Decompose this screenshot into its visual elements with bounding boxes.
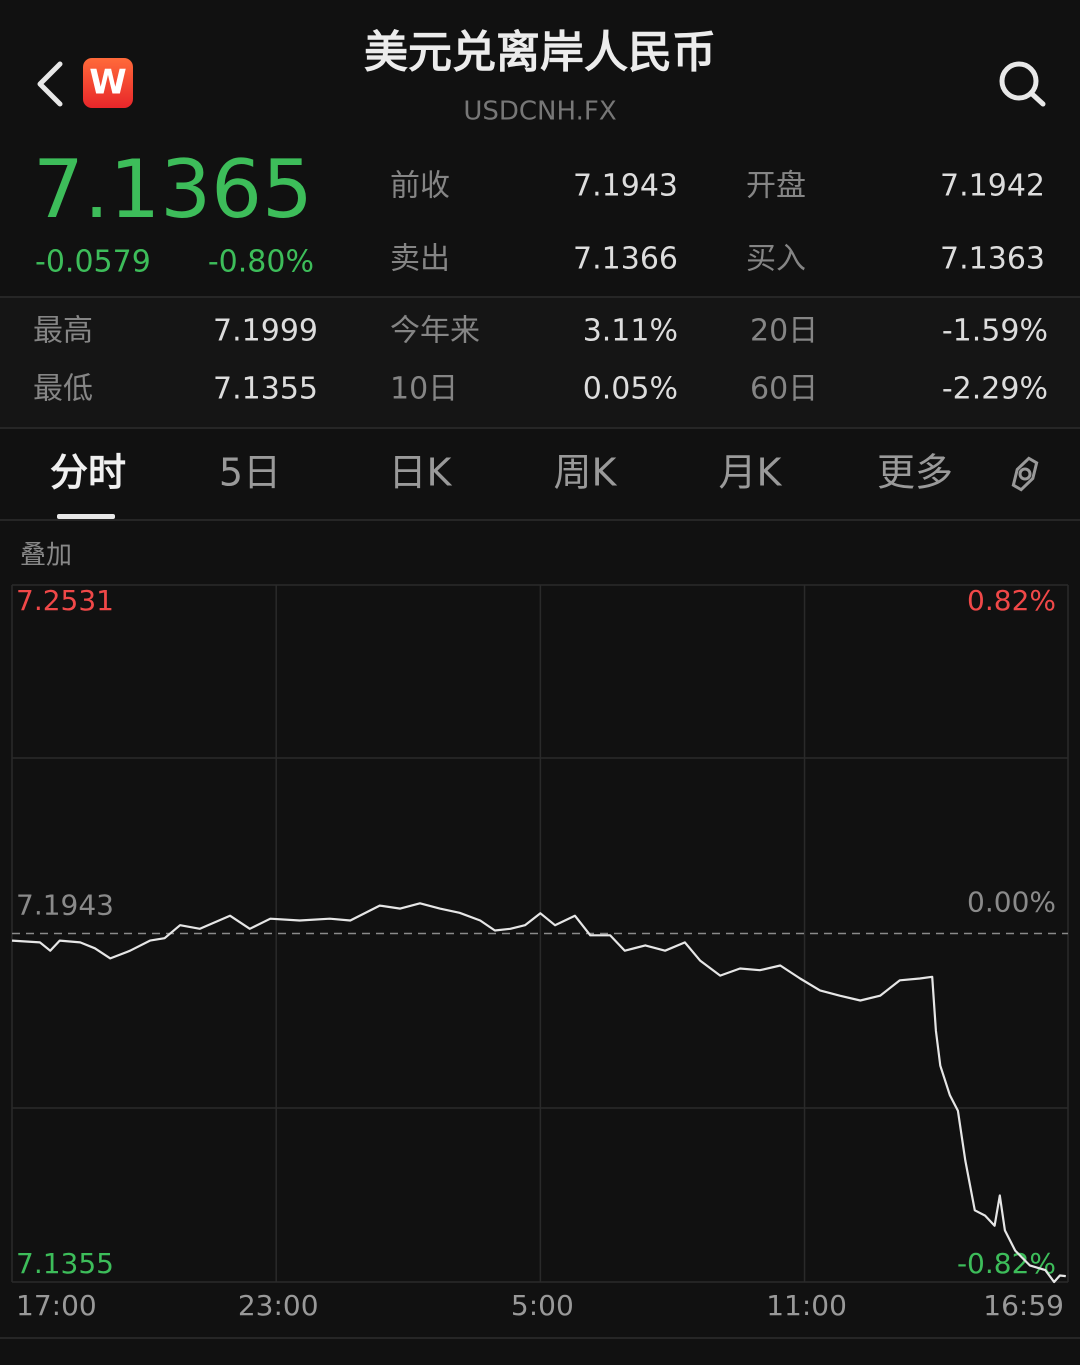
back-button[interactable] [37, 61, 63, 107]
intraday-chart: 17:00 23:00 5:00 11:00 16:59 -0.82% 0.00% 0.82%… [11, 584, 1069, 1322]
y2-tick-label: 0.00% [967, 886, 1056, 919]
stat-label: 卖出 [390, 242, 450, 277]
stat-label: 最低 [33, 372, 93, 407]
period-tabs: 分时 5日 日K 周K 月K 更多 [50, 451, 953, 495]
y2-tick-label: 0.82% [967, 584, 1056, 617]
stat-label: 20日 [750, 314, 818, 349]
price-line [11, 902, 1066, 1284]
stats-grid: 前收 7.1943 开盘 7.1942 卖出 7.1366 买入 7.1363 最高 7.1999… [33, 169, 1048, 407]
stat-value: 7.1999 [213, 314, 318, 349]
search-icon-handle [1028, 90, 1046, 107]
stat-value: -2.29% [942, 372, 1048, 407]
stat-value: 7.1943 [573, 169, 678, 204]
y2-tick-label: -0.82% [957, 1247, 1056, 1280]
price-change-percent: -0.80% [208, 245, 314, 280]
settings-button[interactable] [1009, 456, 1040, 492]
stat-label: 买入 [746, 242, 806, 277]
settings-icon-center [1018, 467, 1032, 481]
symbol-code: USDCNH.FX [463, 97, 616, 127]
period-tab[interactable]: 月K [719, 451, 783, 495]
x-tick-label: 17:00 [16, 1289, 97, 1322]
stat-value: 3.11% [583, 314, 678, 349]
period-tab[interactable]: 日K [389, 451, 453, 495]
last-price: 7.1365 [33, 143, 313, 236]
period-tab[interactable]: 周K [554, 451, 618, 495]
stat-label: 开盘 [746, 169, 806, 204]
search-icon-lens [999, 61, 1039, 101]
app-logo-letter: W [89, 63, 127, 103]
y-tick-label: 7.1943 [16, 889, 114, 922]
stat-label: 10日 [390, 372, 458, 407]
stat-value: 7.1366 [573, 242, 678, 277]
y-tick-label: 7.1355 [16, 1247, 114, 1280]
stat-label: 前收 [390, 169, 450, 204]
stat-value: 7.1363 [940, 242, 1045, 277]
settings-icon [1011, 456, 1039, 492]
stat-label: 今年来 [390, 314, 480, 349]
y-tick-label: 7.2531 [16, 584, 114, 617]
stat-value: -1.59% [942, 314, 1048, 349]
stat-value: 0.05% [583, 372, 678, 407]
page-title: 美元兑离岸人民币 [364, 27, 716, 78]
price-change: -0.0579 [35, 245, 151, 280]
stat-label: 最高 [33, 314, 93, 349]
stat-label: 60日 [750, 372, 818, 407]
stats-panel [0, 298, 1080, 428]
x-tick-label: 16:59 [983, 1289, 1064, 1322]
app-logo [83, 58, 133, 108]
period-tab[interactable]: 更多 [877, 451, 953, 495]
search-button[interactable] [999, 61, 1046, 107]
x-tick-label: 5:00 [511, 1289, 574, 1322]
stat-value: 7.1942 [940, 169, 1045, 204]
period-tab[interactable]: 分时 [50, 451, 126, 495]
overlay-button[interactable]: 叠加 [20, 541, 72, 571]
period-tab[interactable]: 5日 [219, 451, 281, 495]
x-tick-label: 11:00 [766, 1289, 847, 1322]
stat-value: 7.1355 [213, 372, 318, 407]
active-tab-indicator [57, 514, 115, 519]
x-tick-label: 23:00 [238, 1289, 319, 1322]
